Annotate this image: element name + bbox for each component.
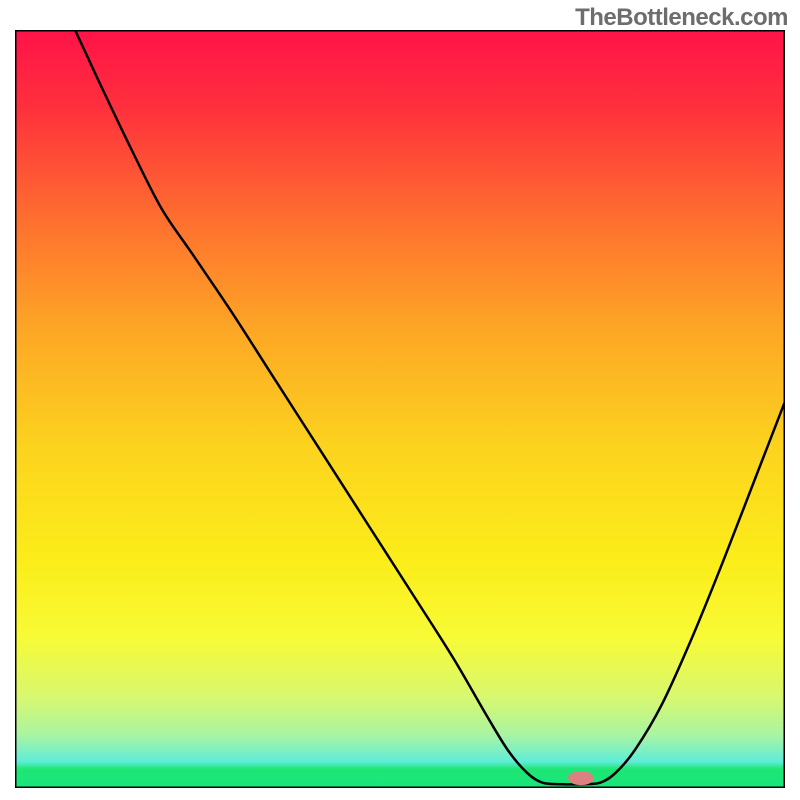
watermark-text: TheBottleneck.com — [575, 4, 788, 32]
chart-container: TheBottleneck.com — [0, 0, 800, 800]
plot-svg — [15, 30, 785, 788]
optimal-marker — [568, 771, 594, 785]
plot-area — [15, 30, 785, 788]
plot-background — [15, 30, 785, 788]
